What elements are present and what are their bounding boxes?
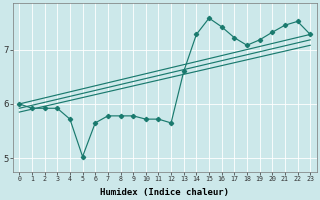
X-axis label: Humidex (Indice chaleur): Humidex (Indice chaleur) <box>100 188 229 197</box>
